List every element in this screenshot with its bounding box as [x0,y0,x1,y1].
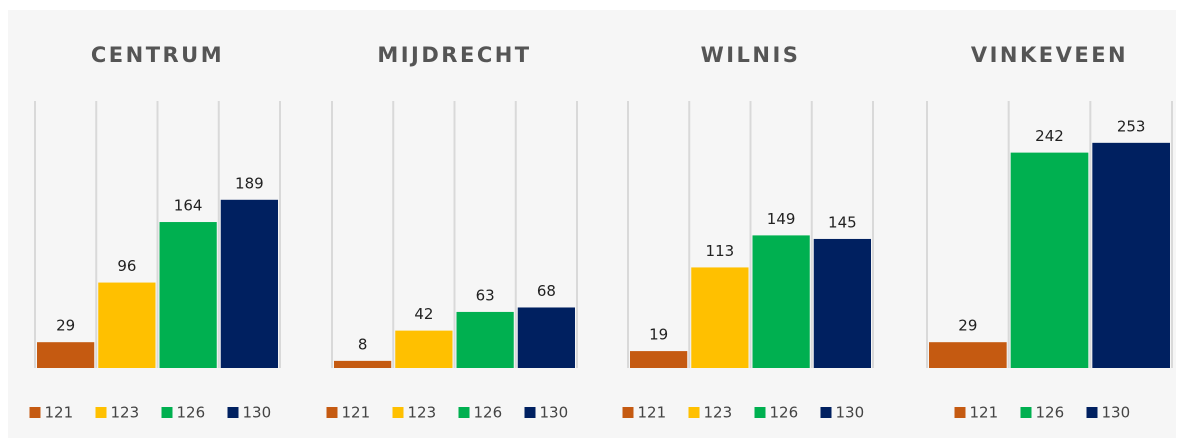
chart-title: VINKEVEEN [971,43,1128,67]
legend-swatch [754,407,766,418]
value-label: 68 [537,282,556,300]
legend-label: 130 [243,404,272,422]
value-label: 8 [358,335,368,353]
bar [37,342,95,368]
legend-swatch [954,407,966,418]
legend-swatch [326,407,338,418]
value-label: 242 [1035,127,1064,145]
legend-swatch [161,407,173,418]
value-label: 145 [828,213,857,231]
legend-label: 130 [540,404,569,422]
legend-label: 123 [704,404,733,422]
legend-swatch [1086,407,1098,418]
bar [220,199,278,368]
legend-swatch [95,407,107,418]
legend-swatch [29,407,41,418]
legend-label: 130 [1102,404,1131,422]
legend-swatch [820,407,832,418]
bar [813,238,871,368]
value-label: 149 [767,210,796,228]
bar [456,311,514,368]
bar [691,267,749,368]
value-label: 113 [706,242,735,260]
chart-title: WILNIS [701,43,801,67]
legend-label: 126 [177,404,206,422]
value-label: 253 [1117,117,1146,135]
bar [752,235,810,368]
legend-swatch [392,407,404,418]
legend-label: 121 [342,404,371,422]
legend-swatch [458,407,470,418]
legend-label: 130 [836,404,865,422]
legend-label: 123 [111,404,140,422]
legend-label: 121 [638,404,667,422]
bar [1092,142,1170,368]
legend-label: 126 [1036,404,1065,422]
legend-swatch [227,407,239,418]
chart-title: MIJDRECHT [377,43,531,67]
value-label: 189 [235,174,264,192]
bar [630,351,688,368]
chart-title: CENTRUM [91,43,224,67]
legend-label: 126 [770,404,799,422]
legend-swatch [1020,407,1032,418]
value-label: 29 [958,317,977,335]
value-label: 96 [117,257,136,275]
legend-swatch [524,407,536,418]
value-label: 19 [649,326,668,344]
bar [98,282,156,368]
value-label: 164 [174,197,203,215]
legend-label: 121 [45,404,74,422]
bar [929,342,1007,368]
legend-label: 123 [408,404,437,422]
legend-swatch [622,407,634,418]
bar [159,222,217,368]
legend-label: 121 [970,404,999,422]
bar [395,330,453,368]
value-label: 42 [414,305,433,323]
legend-swatch [688,407,700,418]
bar [1010,152,1089,368]
value-label: 29 [56,317,75,335]
value-label: 63 [476,286,495,304]
bar [517,307,575,368]
bar [334,360,392,368]
legend-label: 126 [474,404,503,422]
